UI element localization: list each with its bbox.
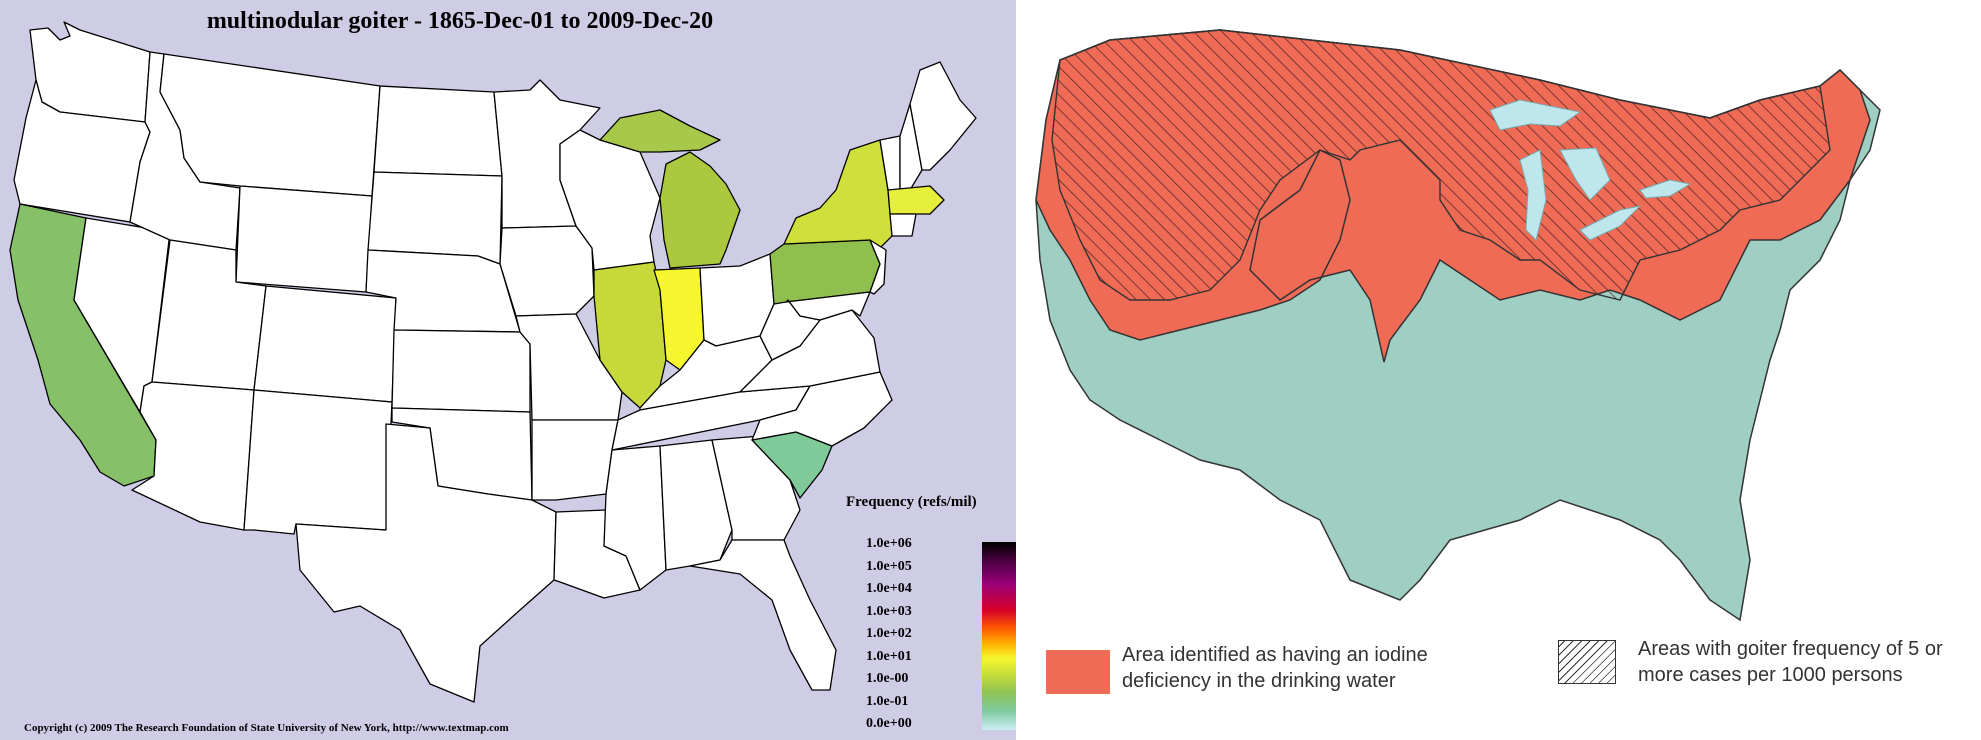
goiter-legend-text: Areas with goiter frequency of 5 or more…	[1638, 638, 1943, 686]
state-maryland	[785, 291, 871, 321]
state-south-dakota	[367, 171, 503, 265]
legend-tick: 1.0e+02	[866, 626, 912, 641]
legend-title: Frequency (refs/mil)	[846, 494, 977, 510]
legend-tick: 1.0e+04	[866, 581, 912, 596]
legend-tick: 1.0e+01	[866, 648, 912, 664]
map-title: multinodular goiter - 1865-Dec-01 to 200…	[206, 8, 714, 34]
legend-tick: 1.0e+06	[866, 536, 912, 551]
legend-tick: 1.0e+05	[866, 558, 912, 574]
legend-tick: 0.0e+00	[866, 716, 912, 731]
state-maine	[909, 61, 977, 171]
state-michigan	[659, 151, 741, 269]
state-kansas	[391, 329, 531, 413]
state-texas	[295, 423, 557, 703]
state-arkansas	[531, 419, 619, 501]
state-new-hampshire	[899, 103, 923, 191]
legend-tick: 1.0e-00	[866, 671, 909, 686]
lake-huron	[1559, 147, 1611, 201]
frequency-colorbar	[982, 542, 1018, 730]
iodine-legend-swatch	[1046, 650, 1110, 694]
legend-tick: 1.0e-01	[866, 693, 909, 709]
state-new-york	[783, 139, 893, 249]
us-states-map	[9, 21, 977, 703]
legend-tick: 1.0e+03	[866, 603, 912, 619]
iodine-deficiency-map	[1035, 29, 1881, 622]
iodine-map-panel: Area identified as having an iodine defi…	[1020, 0, 1981, 740]
state-north-dakota	[373, 85, 503, 177]
panel-divider	[1016, 0, 1020, 740]
goiter-legend-swatch	[1558, 640, 1616, 684]
state-connecticut	[889, 213, 917, 237]
lake-erie	[1579, 205, 1642, 241]
state-new-jersey	[869, 239, 887, 295]
state-wyoming	[235, 185, 373, 293]
copyright-text: Copyright (c) 2009 The Research Foundati…	[24, 722, 509, 734]
frequency-map-panel: multinodular goiter - 1865-Dec-01 to 200…	[0, 0, 1020, 740]
state-wisconsin	[559, 129, 661, 271]
state-north-carolina	[751, 371, 893, 447]
lake-ontario	[1639, 179, 1692, 199]
iodine-legend-text: Area identified as having an iodine defi…	[1122, 644, 1428, 692]
goiter-frequency-area	[1051, 29, 1831, 301]
state-new-mexico	[243, 389, 393, 535]
state-iowa	[499, 225, 595, 317]
lake-michigan	[1519, 149, 1547, 241]
great-lakes	[1489, 99, 1692, 241]
lake-superior	[1489, 99, 1582, 131]
state-florida	[689, 539, 837, 691]
state-michigan-upper	[599, 109, 721, 153]
state-colorado	[253, 285, 397, 403]
state-massachusetts	[887, 185, 945, 215]
